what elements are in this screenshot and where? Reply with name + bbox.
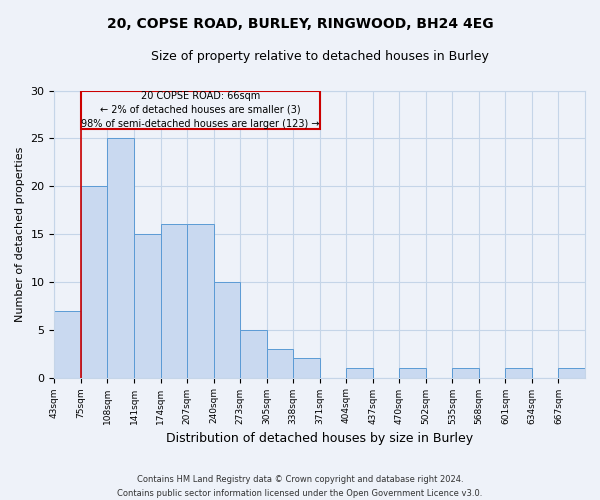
Bar (55, 310, 81, 378)
FancyBboxPatch shape (81, 90, 320, 129)
Bar (107, 138, 134, 378)
Bar (346, 368, 373, 378)
X-axis label: Distribution of detached houses by size in Burley: Distribution of detached houses by size … (166, 432, 473, 445)
Bar (187, 224, 214, 378)
Bar (81, 186, 107, 378)
Bar (452, 368, 479, 378)
Bar (240, 330, 266, 378)
Bar (399, 368, 426, 378)
Text: 20, COPSE ROAD, BURLEY, RINGWOOD, BH24 4EG: 20, COPSE ROAD, BURLEY, RINGWOOD, BH24 4… (107, 18, 493, 32)
Bar (134, 234, 161, 378)
Bar (266, 349, 293, 378)
Y-axis label: Number of detached properties: Number of detached properties (15, 146, 25, 322)
Bar (293, 358, 320, 378)
Title: Size of property relative to detached houses in Burley: Size of property relative to detached ho… (151, 50, 488, 63)
Bar (505, 368, 532, 378)
Text: Contains HM Land Registry data © Crown copyright and database right 2024.
Contai: Contains HM Land Registry data © Crown c… (118, 476, 482, 498)
Bar (559, 368, 585, 378)
Bar (214, 282, 240, 378)
Bar (161, 224, 187, 378)
Text: 20 COPSE ROAD: 66sqm
← 2% of detached houses are smaller (3)
98% of semi-detache: 20 COPSE ROAD: 66sqm ← 2% of detached ho… (81, 90, 320, 128)
